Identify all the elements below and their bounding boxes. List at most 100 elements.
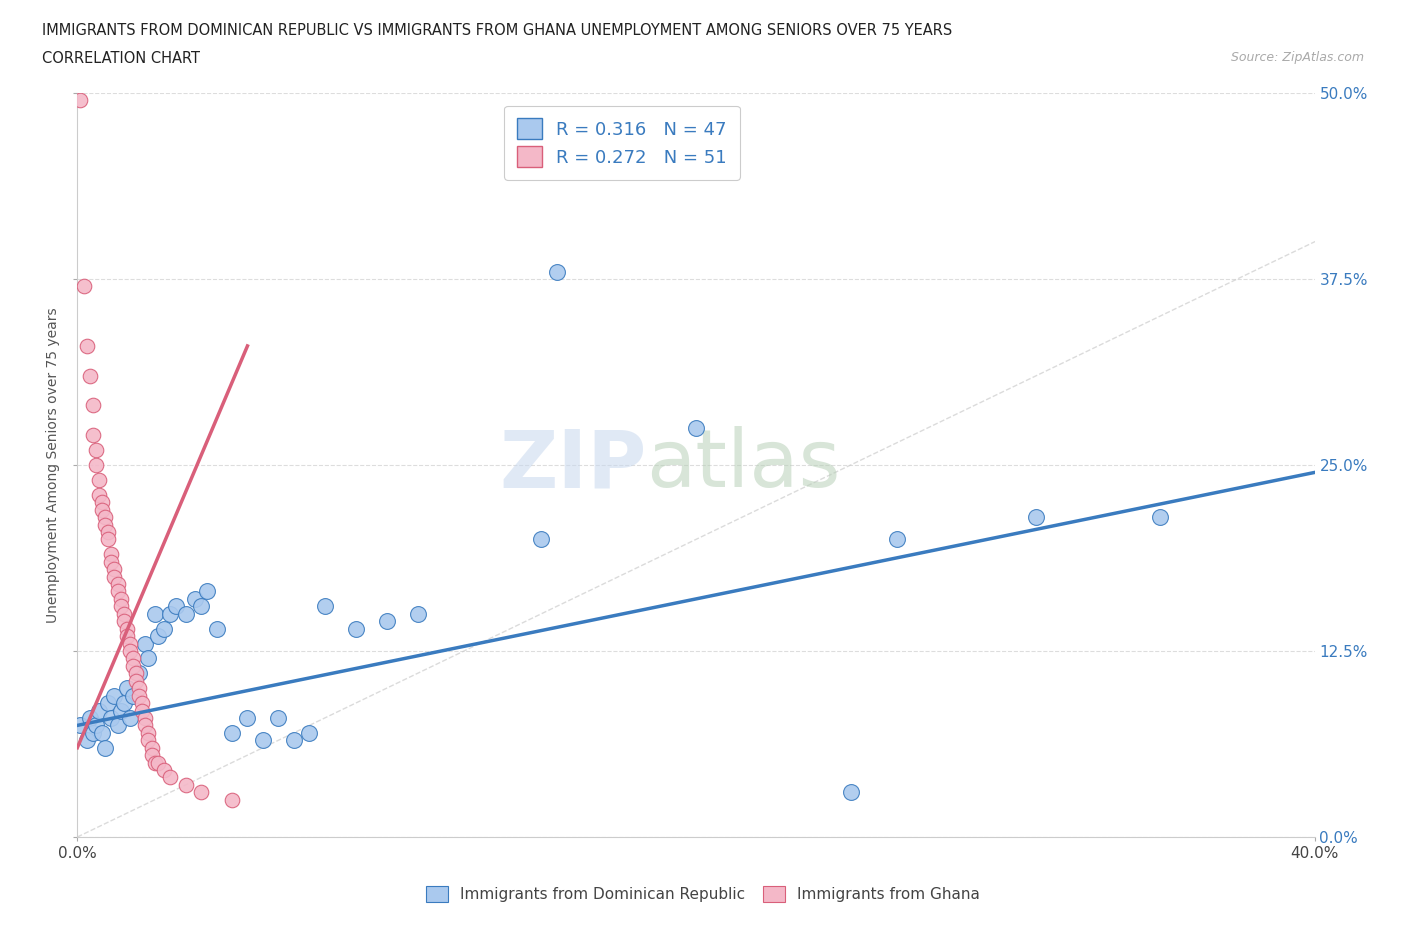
Point xyxy=(110,703,132,718)
Point xyxy=(76,733,98,748)
Point xyxy=(298,725,321,740)
Point xyxy=(141,740,163,755)
Point xyxy=(82,428,104,443)
Point xyxy=(143,755,166,770)
Point xyxy=(159,606,181,621)
Point xyxy=(94,740,117,755)
Point xyxy=(110,591,132,606)
Point xyxy=(131,703,153,718)
Point xyxy=(87,703,110,718)
Point xyxy=(115,621,138,636)
Point xyxy=(76,339,98,353)
Point xyxy=(153,763,176,777)
Point xyxy=(115,629,138,644)
Point xyxy=(134,711,156,725)
Point xyxy=(546,264,568,279)
Point xyxy=(138,725,160,740)
Point xyxy=(69,718,91,733)
Legend: Immigrants from Dominican Republic, Immigrants from Ghana: Immigrants from Dominican Republic, Immi… xyxy=(420,880,986,909)
Point xyxy=(110,599,132,614)
Point xyxy=(143,606,166,621)
Point xyxy=(685,420,707,435)
Point xyxy=(97,696,120,711)
Point xyxy=(100,554,122,569)
Point xyxy=(97,532,120,547)
Point xyxy=(138,651,160,666)
Point xyxy=(1149,510,1171,525)
Point xyxy=(107,718,129,733)
Point xyxy=(221,792,243,807)
Point xyxy=(174,606,197,621)
Point xyxy=(97,525,120,539)
Point xyxy=(115,681,138,696)
Point xyxy=(91,495,114,510)
Point xyxy=(221,725,243,740)
Point xyxy=(122,658,145,673)
Point xyxy=(87,472,110,487)
Point xyxy=(87,487,110,502)
Point xyxy=(267,711,290,725)
Point xyxy=(146,755,169,770)
Text: CORRELATION CHART: CORRELATION CHART xyxy=(42,51,200,66)
Point xyxy=(344,621,367,636)
Point xyxy=(128,688,150,703)
Point xyxy=(118,636,141,651)
Point xyxy=(190,785,212,800)
Point xyxy=(165,599,187,614)
Point xyxy=(82,398,104,413)
Point xyxy=(131,696,153,711)
Point xyxy=(252,733,274,748)
Point xyxy=(91,725,114,740)
Point xyxy=(69,93,91,108)
Text: ZIP: ZIP xyxy=(499,426,647,504)
Point xyxy=(134,636,156,651)
Point xyxy=(1025,510,1047,525)
Point xyxy=(103,569,125,584)
Y-axis label: Unemployment Among Seniors over 75 years: Unemployment Among Seniors over 75 years xyxy=(46,307,60,623)
Text: atlas: atlas xyxy=(647,426,841,504)
Point xyxy=(205,621,228,636)
Point xyxy=(236,711,259,725)
Point xyxy=(141,748,163,763)
Point xyxy=(122,688,145,703)
Point xyxy=(84,458,107,472)
Point xyxy=(134,718,156,733)
Point xyxy=(122,651,145,666)
Text: Source: ZipAtlas.com: Source: ZipAtlas.com xyxy=(1230,51,1364,64)
Point xyxy=(375,614,398,629)
Point xyxy=(146,629,169,644)
Point xyxy=(107,584,129,599)
Point xyxy=(839,785,862,800)
Point xyxy=(100,711,122,725)
Point xyxy=(94,510,117,525)
Point xyxy=(184,591,207,606)
Point xyxy=(886,532,908,547)
Point xyxy=(118,711,141,725)
Point xyxy=(100,547,122,562)
Point xyxy=(84,443,107,458)
Point xyxy=(125,666,148,681)
Point xyxy=(128,681,150,696)
Point xyxy=(118,644,141,658)
Point xyxy=(190,599,212,614)
Point xyxy=(107,577,129,591)
Point xyxy=(174,777,197,792)
Point xyxy=(195,584,218,599)
Point xyxy=(125,673,148,688)
Point xyxy=(84,718,107,733)
Point xyxy=(128,666,150,681)
Legend: R = 0.316   N = 47, R = 0.272   N = 51: R = 0.316 N = 47, R = 0.272 N = 51 xyxy=(503,106,740,180)
Text: IMMIGRANTS FROM DOMINICAN REPUBLIC VS IMMIGRANTS FROM GHANA UNEMPLOYMENT AMONG S: IMMIGRANTS FROM DOMINICAN REPUBLIC VS IM… xyxy=(42,23,952,38)
Point xyxy=(91,502,114,517)
Point xyxy=(79,711,101,725)
Point xyxy=(530,532,553,547)
Point xyxy=(94,517,117,532)
Point xyxy=(138,733,160,748)
Point xyxy=(103,562,125,577)
Point xyxy=(82,725,104,740)
Point xyxy=(112,606,135,621)
Point xyxy=(112,614,135,629)
Point xyxy=(112,696,135,711)
Point xyxy=(103,688,125,703)
Point xyxy=(314,599,336,614)
